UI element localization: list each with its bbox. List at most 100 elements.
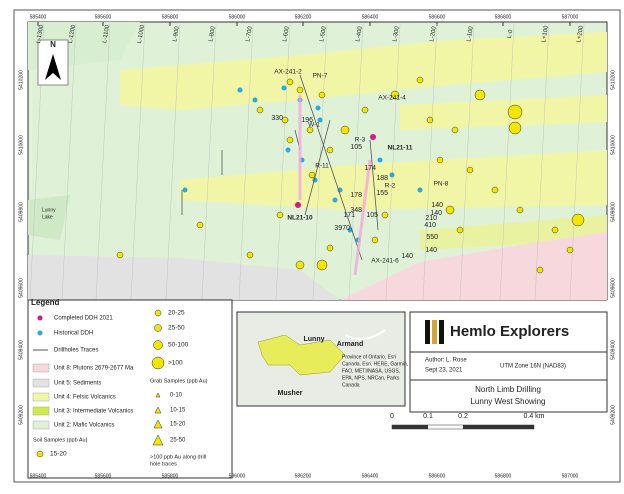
line-label: L-300: [392, 25, 401, 42]
hole-label: NL21-10: [287, 215, 313, 222]
legend-item: Drillholes Traces: [54, 348, 98, 354]
line-label: L-100: [466, 25, 475, 42]
soil-sample: [276, 211, 284, 219]
legend-item: 10-15: [170, 408, 186, 414]
northing-label: 5409400: [18, 340, 24, 360]
legend-grab: [155, 392, 161, 398]
soil-sample: [306, 126, 314, 134]
soil-sample: [326, 146, 334, 154]
soil-sample: [361, 106, 369, 114]
soil-sample: [281, 116, 289, 124]
assay-label: 105: [350, 144, 362, 151]
soil-sample: [196, 221, 204, 229]
legend-item: 0-10: [170, 393, 183, 399]
historical-ddh: [389, 172, 395, 178]
legend-item: Unit 4: Felsic Volcanics: [54, 395, 116, 401]
survey-line: [165, 23, 181, 301]
soil-sample: [571, 213, 585, 227]
line-label: L-900: [172, 25, 181, 42]
scale-label: 0.4 km: [523, 413, 544, 420]
easting-label: 586200: [295, 473, 312, 479]
hole-label: AX-241-2: [274, 69, 302, 76]
projection: UTM Zone 16N (NAD83): [500, 364, 566, 370]
legend-item: Completed DDH 2021: [54, 316, 113, 322]
survey-line: [95, 23, 111, 301]
legend-item: Unit 2: Mafic Volcanics: [54, 423, 114, 429]
survey-line: [312, 23, 328, 301]
easting-label: 587000: [562, 473, 579, 479]
completed-ddh: [370, 134, 376, 140]
easting-label: 586000: [229, 473, 246, 479]
lake-area: [28, 195, 70, 240]
soil-sample: [516, 206, 524, 214]
attribution: Canada, Esri, HERE, Garmin,: [342, 361, 408, 367]
line-label: L+100: [541, 25, 550, 43]
northing-label: 5409400: [610, 340, 616, 360]
legend-item: 25-50: [168, 325, 185, 332]
soil-sample: [451, 126, 459, 134]
assay-label: 140: [425, 247, 437, 254]
legend-item: Historical DDH: [54, 331, 93, 337]
legend-swatch: [32, 363, 50, 373]
survey-line: [201, 23, 217, 301]
survey-line: [130, 23, 146, 301]
historical-ddh: [317, 117, 323, 123]
soil-sample: [390, 90, 400, 100]
legend-title: Legend: [31, 298, 60, 307]
attribution: EPA, NPS, NRCan, Parks: [342, 375, 400, 381]
soil-sample: [416, 76, 424, 84]
soil-sample: [371, 236, 379, 244]
historical-ddh: [285, 147, 291, 153]
lake-label: Lunny: [42, 207, 56, 213]
inset-label: Lunny: [304, 336, 325, 343]
easting-label: 585800: [162, 473, 179, 479]
legend-item: 15-20: [50, 451, 67, 458]
scale-label: 0.1: [423, 413, 433, 420]
legend-item: Unit 5: Sediments: [54, 381, 101, 387]
hole-label: PN-7: [313, 73, 328, 80]
soil-sample: [507, 104, 523, 120]
north-arrow: [45, 54, 61, 80]
pink-trace: [298, 95, 372, 276]
legend-subtitle: Soil Samples (ppb Au): [33, 437, 88, 443]
inset-label: Armand: [337, 341, 363, 348]
legend-item: 50-100: [168, 342, 189, 349]
legend-soil: [153, 340, 163, 350]
legend-dot: [37, 330, 43, 336]
hole-label: PN-8: [434, 181, 449, 188]
legend-item: 15-20: [170, 422, 186, 428]
line-label: L+200: [576, 25, 585, 43]
soil-sample: [295, 260, 305, 270]
assay-label: 140: [430, 210, 442, 217]
survey-line: [61, 23, 77, 301]
soil-sample: [318, 91, 326, 99]
easting-label: 585400: [30, 14, 47, 20]
legend-soil: [151, 356, 165, 370]
legend-swatch: [32, 378, 50, 388]
logo: [425, 320, 444, 344]
line-label: L-1000: [137, 24, 146, 44]
survey-line: [275, 23, 291, 301]
hole-label: NL21-11: [388, 145, 413, 152]
soil-sample: [536, 266, 544, 274]
easting-label: 586600: [429, 473, 446, 479]
assay-label: 140: [401, 253, 413, 260]
soil-sample: [286, 78, 294, 86]
legend-subtitle: Grab Samples (ppb Au): [150, 378, 208, 384]
company: Hemlo Explorers: [450, 323, 569, 340]
northing-label: 5410200: [610, 70, 616, 90]
historical-ddh: [237, 87, 243, 93]
title-box: [409, 379, 608, 413]
soil-sample: [296, 86, 304, 94]
north-label: N: [50, 40, 56, 49]
legend-swatch: [32, 420, 50, 430]
soil-sample: [256, 106, 264, 114]
assay-label: 174: [364, 165, 376, 172]
scale-label: 0.2: [458, 413, 468, 420]
logo-bar: [425, 320, 430, 344]
legend-soil: [154, 324, 162, 332]
easting-label: 586200: [295, 14, 312, 20]
hole-label: R-3: [355, 137, 366, 144]
survey-line: [348, 23, 364, 301]
